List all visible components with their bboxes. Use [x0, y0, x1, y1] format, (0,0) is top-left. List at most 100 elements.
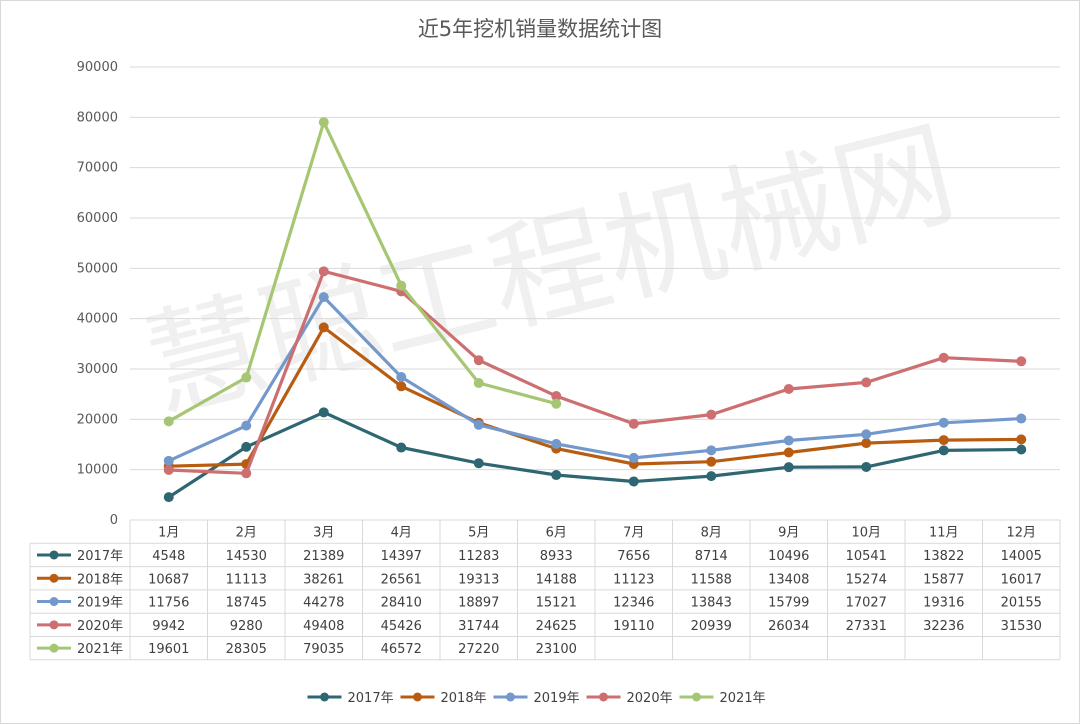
- y-tick-label: 0: [110, 513, 118, 528]
- x-tick-label: 7月: [623, 526, 644, 541]
- data-point: [938, 445, 949, 456]
- data-point: [783, 435, 794, 446]
- data-point: [396, 280, 407, 291]
- table-cell-value: 19316: [923, 596, 964, 611]
- data-point: [318, 292, 329, 303]
- table-cell-value: 11588: [691, 572, 732, 587]
- table-cell-value: 46572: [381, 642, 422, 657]
- x-tick-label: 12月: [1006, 526, 1036, 541]
- table-cell-value: 32236: [923, 619, 964, 634]
- data-point: [318, 266, 329, 277]
- table-cell-value: 10541: [846, 549, 887, 564]
- table-cell-value: 13843: [691, 596, 732, 611]
- table-cell-value: 9280: [230, 619, 263, 634]
- table-legend-marker: [49, 643, 59, 653]
- table-cell-value: 14005: [1001, 549, 1042, 564]
- table-series-name: 2018年: [77, 572, 123, 587]
- data-point: [861, 429, 872, 440]
- data-point: [241, 441, 252, 452]
- table-cell-value: 38261: [303, 572, 344, 587]
- legend-label: 2020年: [627, 691, 673, 706]
- table-cell-value: 14530: [226, 549, 267, 564]
- table-cell-value: 11283: [458, 549, 499, 564]
- table-cell-value: 44278: [303, 596, 344, 611]
- series-2021年: [163, 117, 562, 427]
- data-point: [706, 409, 717, 420]
- data-point: [551, 470, 562, 481]
- table-cell-value: 19110: [613, 619, 654, 634]
- data-point: [706, 471, 717, 482]
- table-cell-value: 4548: [152, 549, 185, 564]
- y-tick-label: 40000: [77, 312, 118, 327]
- table-cell-value: 8714: [695, 549, 728, 564]
- legend-item: 2019年: [493, 691, 580, 706]
- data-point: [1016, 413, 1027, 424]
- table-series-name: 2021年: [77, 642, 123, 657]
- table-legend-marker: [49, 620, 59, 630]
- table-cell-value: 19313: [458, 572, 499, 587]
- x-tick-label: 8月: [701, 526, 722, 541]
- data-point: [551, 391, 562, 402]
- table-cell-value: 15799: [768, 596, 809, 611]
- x-tick-label: 3月: [313, 526, 334, 541]
- data-point: [861, 377, 872, 388]
- legend-item: 2018年: [400, 691, 487, 706]
- y-tick-label: 90000: [77, 60, 118, 75]
- table-series-name: 2019年: [77, 596, 123, 611]
- table-cell-value: 15121: [536, 596, 577, 611]
- series-line: [168, 120, 557, 423]
- table-series-name: 2020年: [77, 619, 123, 634]
- data-point: [783, 383, 794, 394]
- data-point: [241, 468, 252, 479]
- table-cell-value: 20939: [691, 619, 732, 634]
- series-line: [167, 410, 1022, 499]
- data-point: [783, 462, 794, 473]
- data-point: [1016, 434, 1027, 445]
- y-tick-label: 80000: [77, 110, 118, 125]
- table-cell-value: 18745: [226, 596, 267, 611]
- data-point: [396, 372, 407, 383]
- table-cell-value: 18897: [458, 596, 499, 611]
- table-cell-value: 14188: [536, 572, 577, 587]
- data-point: [163, 464, 174, 475]
- data-point: [473, 419, 484, 430]
- legend-marker: [506, 692, 515, 702]
- chart-title: 近5年挖机销量数据统计图: [418, 17, 662, 41]
- table-cell-value: 17027: [846, 596, 887, 611]
- data-point: [938, 435, 949, 446]
- table-cell-value: 7656: [617, 549, 650, 564]
- table-cell-value: 10687: [148, 572, 189, 587]
- table-cell-value: 49408: [303, 619, 344, 634]
- legend-label: 2018年: [441, 691, 487, 706]
- table-cell-value: 31744: [458, 619, 499, 634]
- legend-marker: [320, 692, 329, 702]
- table-cell-value: 12346: [613, 596, 654, 611]
- table-cell-value: 14397: [381, 549, 422, 564]
- data-point: [783, 447, 794, 458]
- x-tick-label: 5月: [468, 526, 489, 541]
- table-legend-marker: [49, 550, 59, 560]
- table-cell-value: 10496: [768, 549, 809, 564]
- data-point: [706, 445, 717, 456]
- data-point: [628, 452, 639, 463]
- data-point: [473, 377, 484, 388]
- x-tick-label: 11月: [929, 526, 959, 541]
- data-point: [938, 352, 949, 363]
- y-tick-label: 20000: [77, 412, 118, 427]
- data-point: [163, 492, 174, 503]
- table-legend-marker: [49, 573, 59, 583]
- data-point: [938, 417, 949, 428]
- x-tick-label: 1月: [158, 526, 179, 541]
- data-point: [241, 420, 252, 431]
- x-tick-label: 4月: [391, 526, 412, 541]
- table-cell-value: 23100: [536, 642, 577, 657]
- x-tick-label: 10月: [851, 526, 881, 541]
- table-cell-value: 28305: [226, 642, 267, 657]
- table-series-name: 2017年: [77, 549, 123, 564]
- table-cell-value: 15877: [923, 572, 964, 587]
- table-cell-value: 26561: [381, 572, 422, 587]
- data-point: [163, 455, 174, 466]
- data-point: [318, 322, 329, 333]
- data-point: [163, 416, 174, 427]
